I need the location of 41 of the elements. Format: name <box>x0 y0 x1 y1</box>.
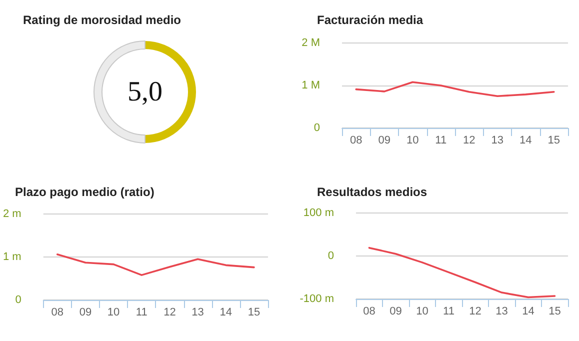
y-tick-label: 1 m <box>2 251 22 263</box>
x-tick-label: 13 <box>496 306 508 318</box>
chart-title: Facturación media <box>317 13 424 27</box>
x-tick-label: 14 <box>520 134 532 146</box>
y-tick-label: 2 M <box>302 37 320 49</box>
x-tick-label: 15 <box>248 306 260 318</box>
y-tick-label: 0 <box>15 294 22 306</box>
x-tick-label: 09 <box>79 306 92 318</box>
chart-title: Resultados medios <box>317 185 428 199</box>
x-tick-label: 08 <box>51 306 64 318</box>
y-tick-label: 2 m <box>2 208 22 220</box>
x-tick-label: 13 <box>192 306 204 318</box>
x-tick-label: 15 <box>548 306 561 318</box>
line-series <box>56 254 255 276</box>
x-tick-label: 10 <box>107 306 120 318</box>
x-tick-label: 12 <box>463 134 476 146</box>
y-tick-label: 100 m <box>303 207 334 219</box>
x-tick-label: 11 <box>443 306 454 318</box>
x-tick-label: 13 <box>491 134 504 146</box>
x-tick-label: 08 <box>363 306 376 318</box>
y-tick-label: 0 <box>314 122 320 134</box>
y-tick-label: 1 M <box>302 80 320 92</box>
line-series <box>355 81 555 98</box>
x-tick-label: 08 <box>350 134 362 146</box>
x-tick-label: 15 <box>548 134 560 146</box>
x-tick-label: 14 <box>220 306 232 318</box>
x-tick-label: 09 <box>378 134 390 146</box>
x-tick-label: 11 <box>136 306 148 318</box>
text: 5,0 <box>128 76 162 108</box>
x-tick-label: 10 <box>416 306 428 318</box>
y-tick-label: -100 m <box>300 293 334 305</box>
x-tick-label: 12 <box>164 306 176 318</box>
x-tick-label: 11 <box>435 134 447 146</box>
x-tick-label: 12 <box>469 306 482 318</box>
x-tick-label: 10 <box>406 134 419 146</box>
chart-title: Rating de morosidad medio <box>23 13 182 27</box>
chart-title: Plazo pago medio (ratio) <box>15 185 154 199</box>
x-tick-label: 14 <box>522 306 534 318</box>
line-series <box>368 246 556 298</box>
x-tick-label: 09 <box>390 306 402 318</box>
y-tick-label: 0 <box>328 250 334 262</box>
